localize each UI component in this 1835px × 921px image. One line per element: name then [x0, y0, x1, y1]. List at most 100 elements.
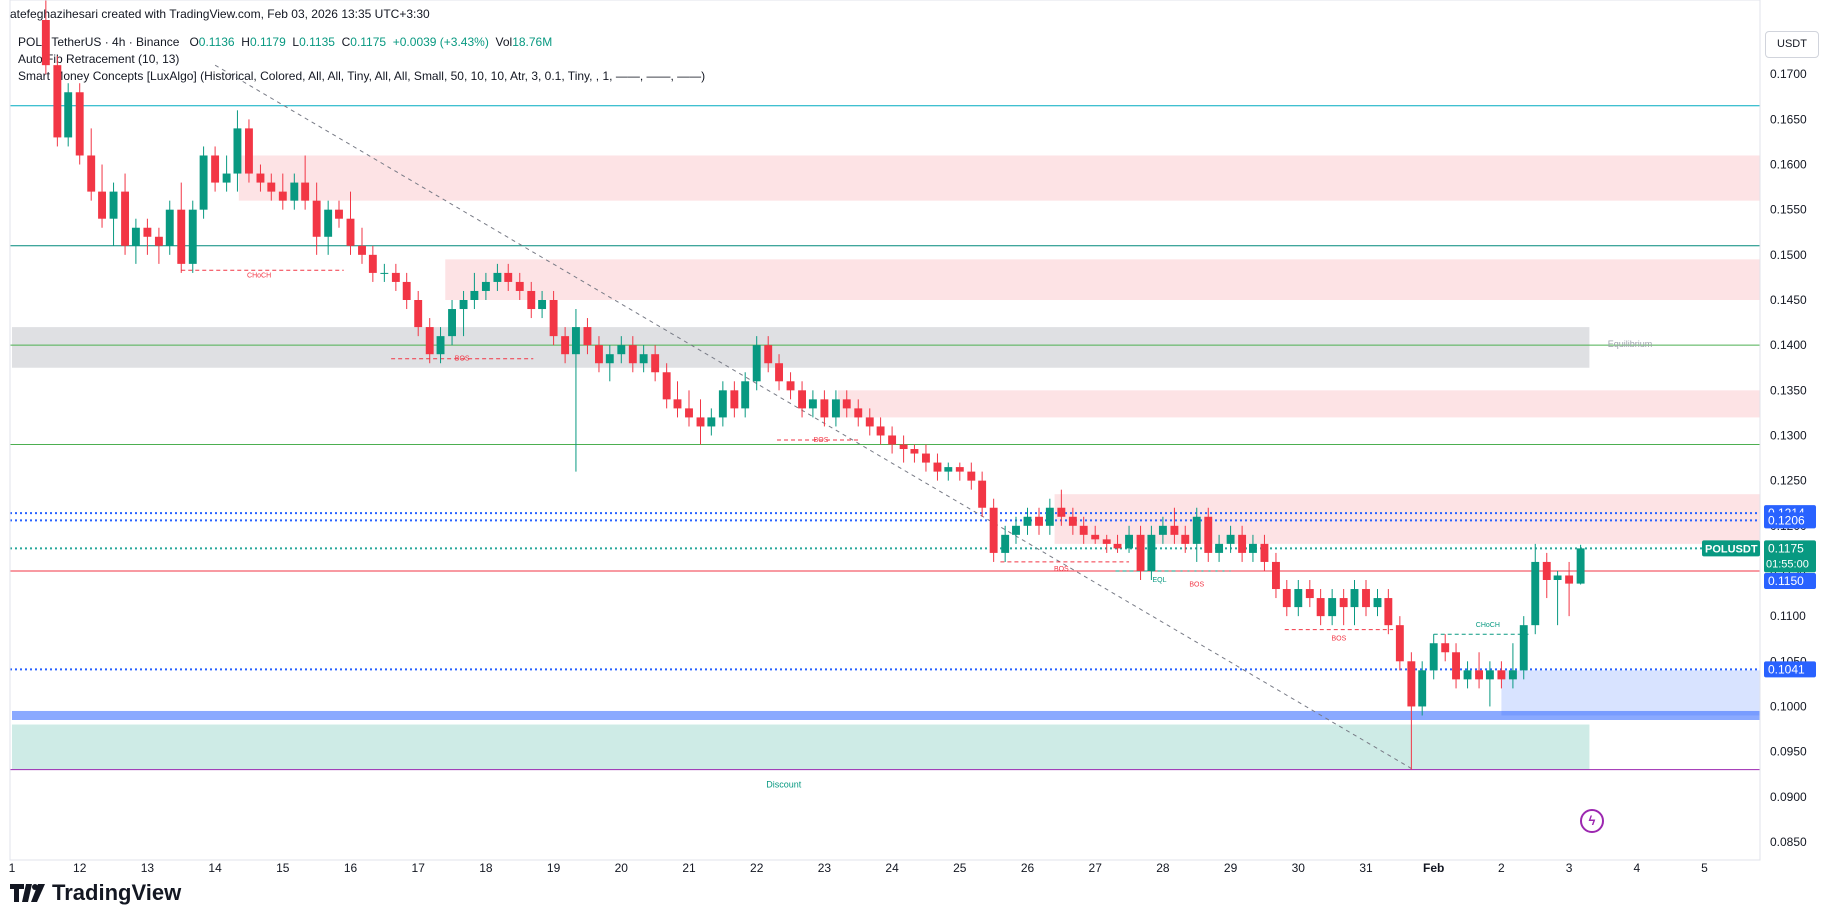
candle-up	[1215, 543, 1224, 553]
last-price: 0.1175	[1768, 541, 1804, 555]
candles	[41, 0, 1585, 770]
symbol-ohlc-row[interactable]: POL / TetherUS · 4h · Binance O0.1136 H0…	[18, 35, 553, 49]
candle-up	[1226, 534, 1235, 544]
low-value: 0.1135	[299, 35, 335, 49]
candle-up	[1508, 670, 1517, 680]
candle-up	[109, 191, 118, 219]
x-tick-label: 3	[1566, 861, 1573, 875]
candle-up	[1125, 534, 1133, 549]
candle-up	[222, 173, 231, 183]
candle-down	[527, 290, 536, 310]
candle-down	[368, 254, 377, 273]
zone-supply	[238, 155, 1760, 201]
candle-up	[605, 354, 614, 364]
candle-up	[459, 300, 468, 310]
candle-up	[1147, 534, 1156, 571]
candle-down	[1339, 598, 1348, 608]
candle-up	[188, 209, 197, 264]
zone-discount	[12, 724, 1590, 770]
candle-up	[470, 290, 479, 300]
candle-up	[1158, 525, 1167, 535]
candle-up	[131, 227, 140, 246]
y-tick-label: 0.1550	[1770, 203, 1807, 217]
x-tick-label: Feb	[1423, 861, 1444, 875]
countdown: 01:55:00	[1766, 558, 1809, 570]
candle-down	[335, 209, 343, 219]
candle-up	[1001, 534, 1010, 553]
zone-supply	[1054, 494, 1760, 544]
candle-down	[1384, 598, 1393, 626]
candle-down	[245, 128, 253, 174]
y-tick-label: 0.1700	[1770, 67, 1807, 81]
symbol-badge-bg	[1702, 540, 1760, 557]
candle-down	[1316, 598, 1325, 617]
candle-down	[595, 345, 603, 364]
candle-up	[448, 309, 456, 337]
candle-down	[301, 182, 310, 201]
candle-down	[1362, 589, 1370, 608]
candle-down	[41, 20, 50, 66]
candle-up	[1485, 670, 1494, 680]
x-tick-label: 19	[547, 861, 561, 875]
candle-up	[481, 281, 490, 291]
x-tick-label: 27	[1089, 861, 1103, 875]
candle-down	[910, 449, 919, 454]
candle-down	[1102, 539, 1111, 544]
y-tick-label: 0.0950	[1770, 745, 1807, 759]
candle-down	[775, 363, 783, 382]
x-tick-label: 17	[412, 861, 426, 875]
candle-down	[1204, 516, 1213, 553]
indicator-smc[interactable]: Smart Money Concepts [LuxAlgo] (Historic…	[18, 69, 706, 83]
price-badge-fib-b: 0.1206	[1768, 513, 1805, 527]
candle-up	[436, 336, 445, 355]
x-tick-label: 29	[1224, 861, 1238, 875]
candle-down	[211, 155, 220, 183]
high-value: 0.1179	[249, 35, 286, 49]
y-tick-label: 0.1500	[1770, 248, 1807, 262]
fib-levels	[10, 105, 1760, 771]
chart-creator-line: atefeghazihesari created with TradingVie…	[10, 7, 430, 21]
candle-down	[1035, 516, 1043, 526]
candle-down	[53, 65, 62, 138]
candle-up	[165, 209, 174, 246]
x-tick-label: 15	[276, 861, 290, 875]
candle-down	[1441, 643, 1450, 653]
y-tick-label: 0.1300	[1770, 428, 1807, 442]
candle-up	[538, 300, 547, 310]
symbol-label[interactable]: POL / TetherUS · 4h · Binance	[18, 35, 180, 49]
x-tick-label: 25	[953, 861, 967, 875]
x-tick-label: 24	[885, 861, 899, 875]
candle-down	[1475, 670, 1484, 680]
price-badge-fib-c: 0.1150	[1768, 574, 1804, 588]
candle-down	[967, 471, 976, 481]
open-value: 0.1136	[198, 35, 235, 49]
y-tick-label: 0.1650	[1770, 112, 1807, 126]
zone-fib_band	[12, 710, 1760, 720]
candle-down	[75, 92, 84, 156]
x-tick-label: 1	[9, 861, 16, 875]
zone-supply	[445, 259, 1760, 300]
currency-selector[interactable]: USDT	[1765, 31, 1819, 58]
candle-down	[1542, 561, 1551, 580]
candle-down	[256, 173, 265, 183]
candle-up	[639, 354, 648, 364]
candle-up	[718, 390, 727, 418]
candle-up	[324, 209, 333, 237]
candle-down	[786, 381, 795, 391]
candle-down	[662, 372, 671, 400]
x-tick-label: 4	[1633, 861, 1640, 875]
structure-label: Equilibrium	[1608, 339, 1653, 349]
candle-down	[87, 155, 96, 192]
lightning-icon[interactable]: ϟ	[1580, 809, 1604, 833]
candle-up	[1012, 525, 1020, 535]
indicator-fib[interactable]: Auto Fib Retracement (10, 13)	[18, 52, 180, 66]
volume-value: 18.76M	[512, 35, 553, 49]
x-tick-label: 28	[1156, 861, 1170, 875]
candle-down	[1305, 589, 1314, 599]
price-badge-fib-b-bg	[1764, 512, 1816, 529]
candle-down	[346, 218, 355, 246]
y-tick-label: 0.1400	[1770, 338, 1807, 352]
candle-up	[741, 381, 750, 409]
candle-up	[571, 327, 580, 355]
